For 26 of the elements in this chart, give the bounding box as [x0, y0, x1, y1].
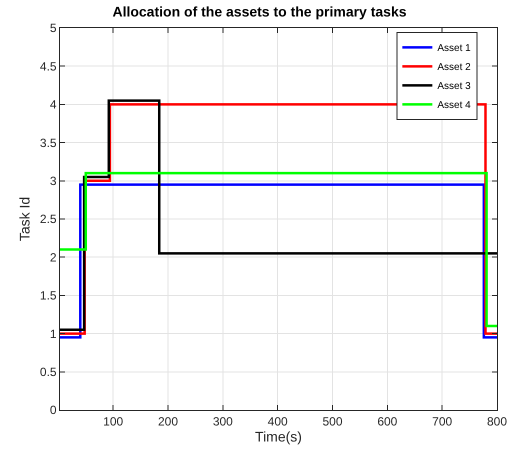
x-tick-label: 200 — [158, 414, 178, 428]
x-tick-label: 800 — [486, 414, 508, 428]
y-axis-title: Task Id — [16, 196, 33, 242]
y-tick-label: 3 — [50, 174, 57, 188]
legend-label: Asset 4 — [437, 100, 472, 112]
y-tick-label: 4 — [50, 98, 57, 112]
y-tick-label: 4.5 — [40, 59, 57, 74]
x-tick-label: 500 — [322, 414, 343, 428]
legend-label: Asset 2 — [437, 62, 472, 74]
y-tick-label: 1 — [50, 326, 57, 341]
y-tick-label: 2 — [50, 250, 57, 264]
y-tick-label: 3.5 — [40, 136, 57, 150]
x-tick-label: 300 — [212, 414, 234, 428]
y-tick-label: 1.5 — [40, 288, 57, 303]
x-tick-label: 600 — [377, 414, 398, 428]
legend-label: Asset 1 — [437, 43, 472, 54]
y-tick-label: 5 — [50, 21, 57, 36]
x-tick-label: 100 — [103, 414, 124, 428]
y-tick-label: 2.5 — [40, 212, 57, 226]
x-tick-label: 700 — [432, 414, 452, 428]
chart-title: Allocation of the assets to the primary tasks — [112, 4, 407, 20]
x-tick-label: 400 — [268, 414, 288, 428]
y-tick-label: 0 — [50, 403, 57, 418]
x-axis-title: Time(s) — [255, 428, 302, 445]
y-tick-label: 0.5 — [40, 365, 57, 379]
legend-label: Asset 3 — [437, 81, 472, 92]
